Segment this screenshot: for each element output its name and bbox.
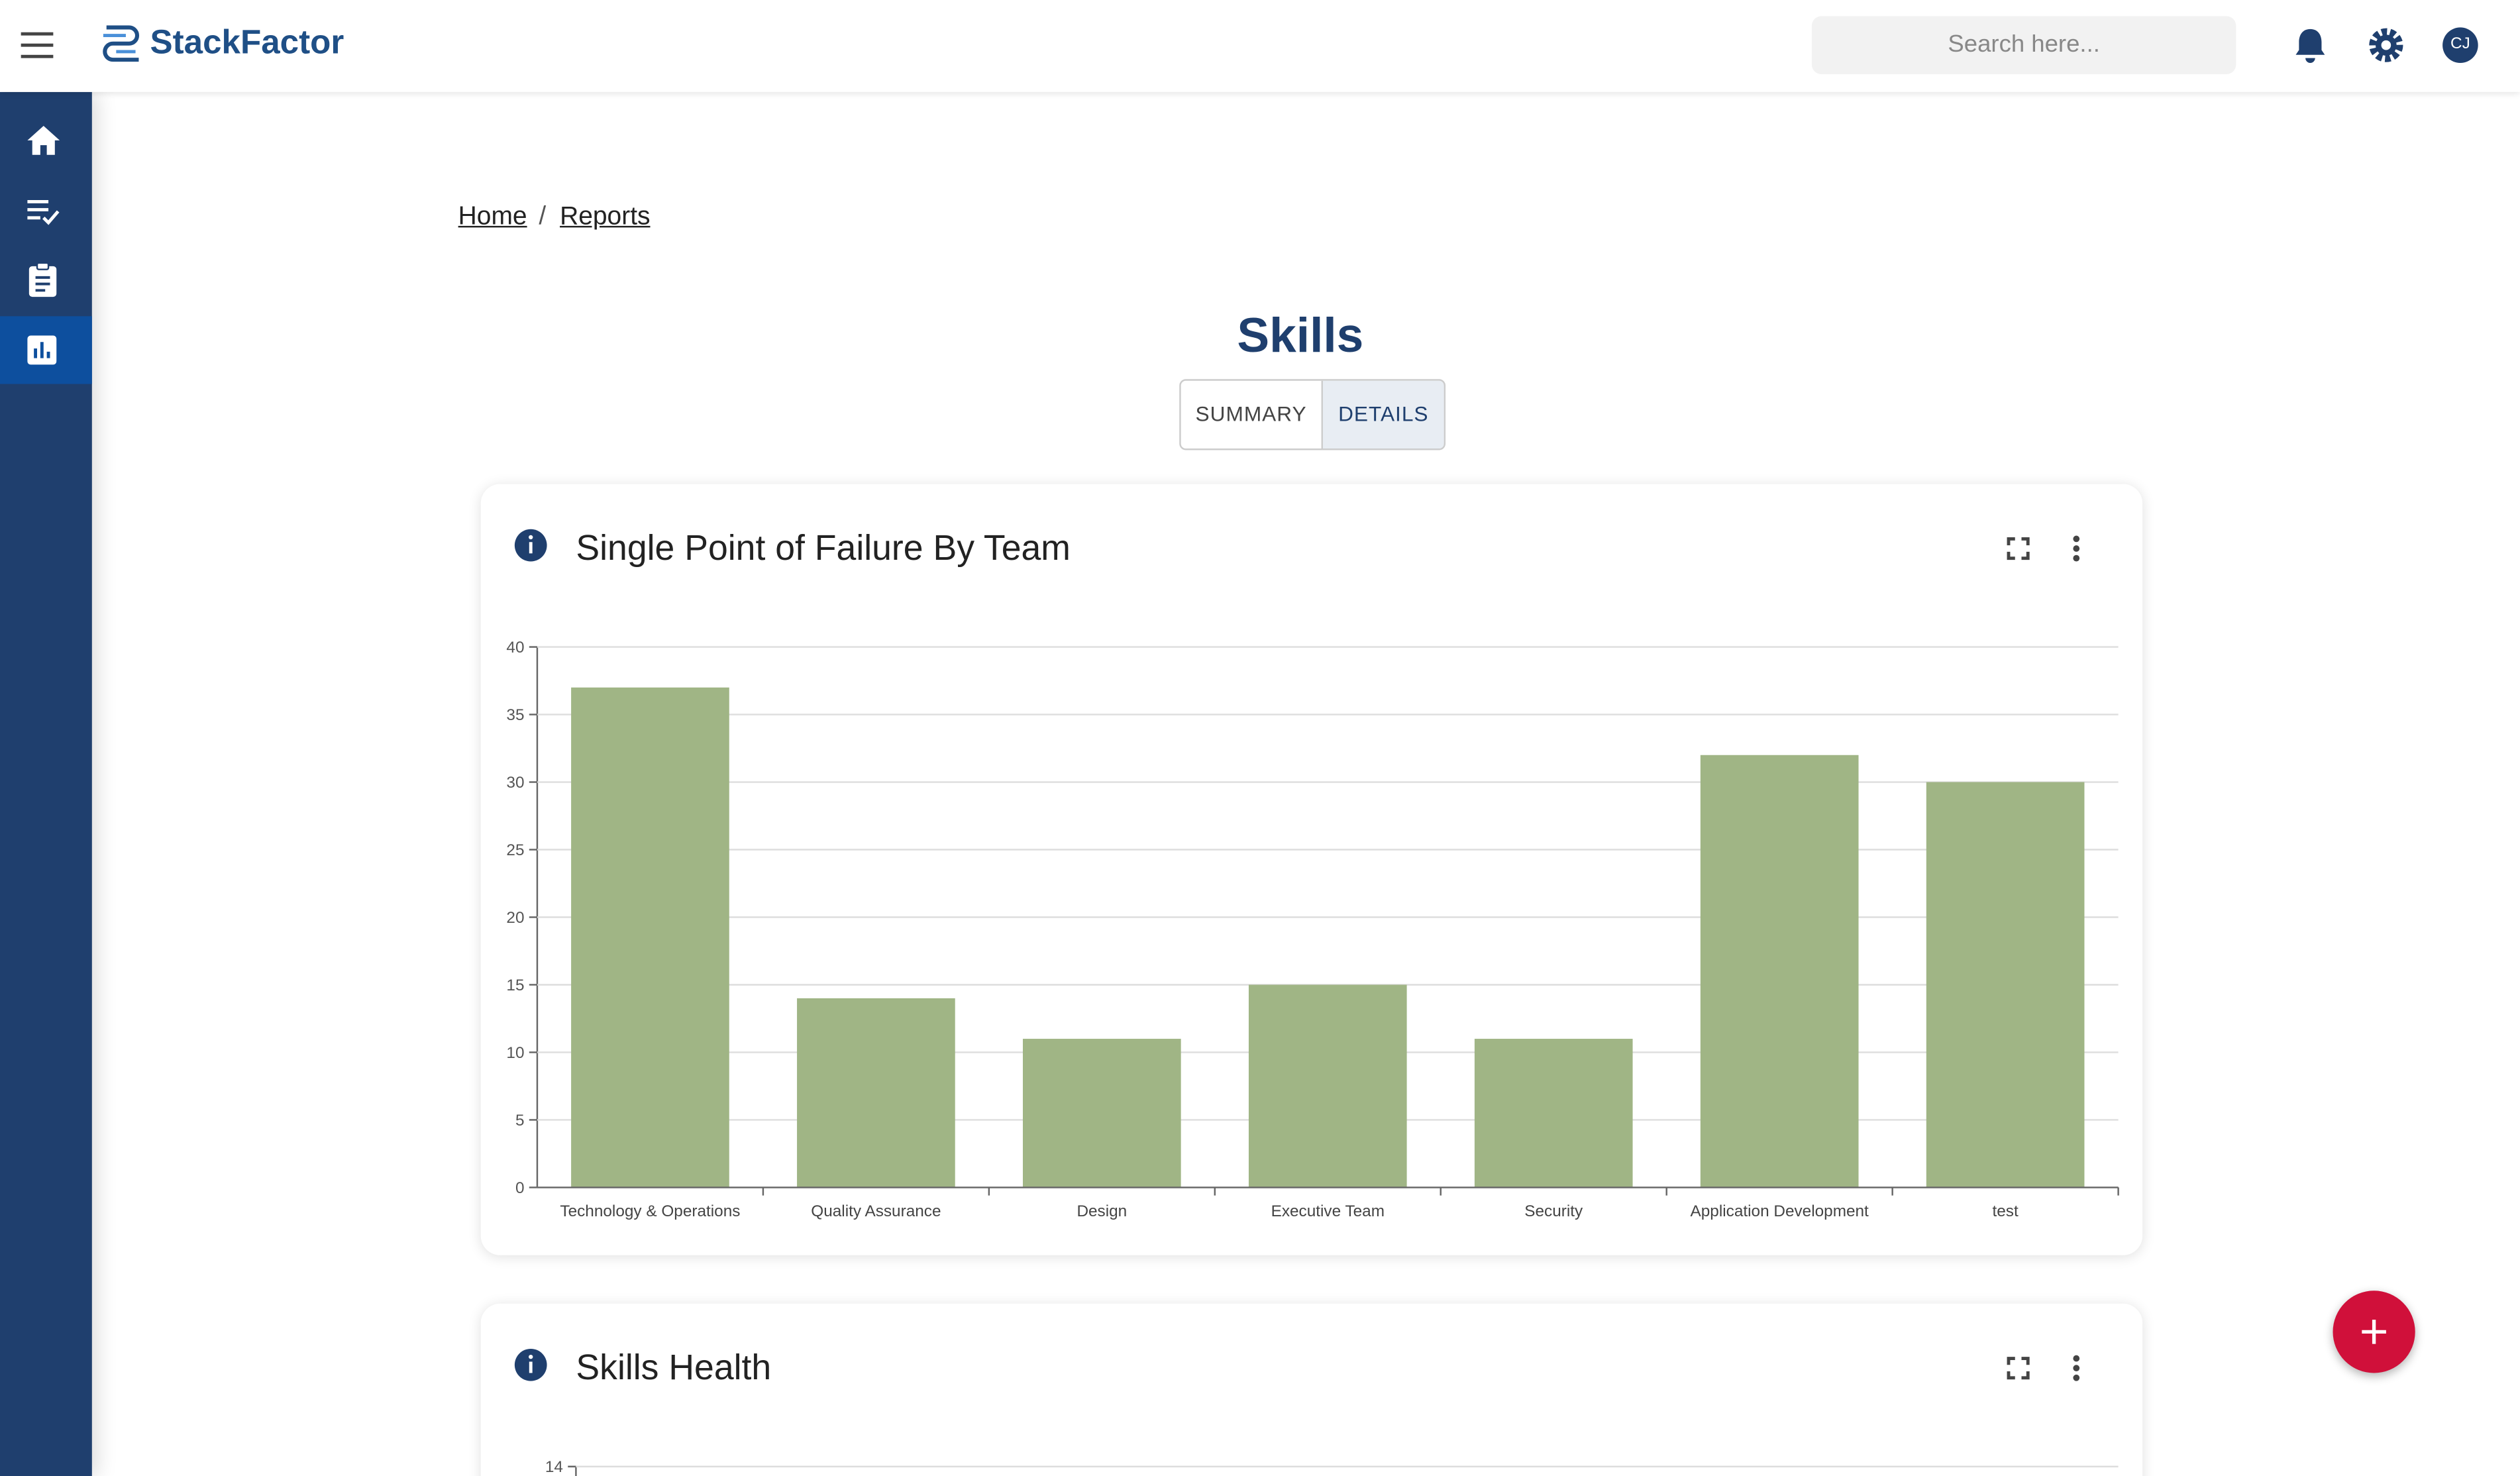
bar: [1700, 755, 1859, 1188]
x-tick-label: Executive Team: [1271, 1202, 1385, 1220]
bar: [1023, 1039, 1181, 1188]
page-title: Skills: [1237, 309, 1364, 363]
tab-group: SUMMARY DETAILS: [1179, 379, 1446, 450]
card-icons: [514, 529, 2080, 1381]
add-button[interactable]: [2333, 1291, 2415, 1373]
bar: [1248, 984, 1407, 1188]
nav-reports[interactable]: [26, 334, 58, 366]
x-tick-label: Security: [1524, 1202, 1583, 1220]
nav-tasks[interactable]: [25, 195, 63, 228]
breadcrumb-link[interactable]: Reports: [560, 203, 651, 231]
x-tick-label: Application Development: [1691, 1202, 1869, 1220]
bar: [1474, 1039, 1633, 1188]
breadcrumb-separator: /: [539, 203, 547, 231]
x-tick-label: Design: [1076, 1202, 1127, 1220]
x-tick-label: test: [1993, 1202, 2019, 1220]
menu-button[interactable]: [19, 29, 55, 62]
y-tick-label: 10: [506, 1044, 524, 1062]
logo[interactable]: StackFactor: [150, 24, 344, 62]
tab[interactable]: SUMMARY: [1181, 380, 1323, 449]
settings-button[interactable]: [2367, 26, 2405, 64]
y-tick-label: 15: [506, 976, 524, 994]
tab-selected[interactable]: DETAILS: [1322, 380, 1444, 449]
fullscreen-button[interactable]: [2007, 537, 2030, 560]
breadcrumb-link[interactable]: Home: [458, 203, 527, 231]
nav-home[interactable]: [25, 123, 63, 158]
avatar[interactable]: CJ: [2442, 27, 2478, 63]
x-tick-label: Quality Assurance: [811, 1202, 941, 1220]
x-tick-label: Technology & Operations: [560, 1202, 740, 1220]
sidebar: [0, 91, 92, 1476]
bar: [797, 998, 955, 1188]
y-tick-label: 40: [506, 639, 524, 657]
bar: [1926, 782, 2085, 1188]
more-button[interactable]: [2073, 535, 2080, 562]
card-title: Skills Health: [576, 1347, 772, 1388]
y-tick-label: 25: [506, 841, 524, 859]
logo-icon: [103, 25, 140, 62]
y-tick-label: 0: [515, 1179, 525, 1197]
chart-card: [480, 1303, 2143, 1476]
nav-assignments[interactable]: [25, 260, 63, 298]
card-title: Single Point of Failure By Team: [576, 527, 1071, 568]
notifications-button[interactable]: [2293, 26, 2329, 64]
more-button[interactable]: [2073, 1355, 2080, 1381]
top-bar: StackFactor Search here... CJ: [0, 0, 2520, 92]
y-tick-label: 20: [506, 909, 524, 927]
y-tick-label: 35: [506, 706, 524, 724]
fullscreen-button[interactable]: [2007, 1357, 2030, 1380]
y-tick-label: 30: [506, 774, 524, 792]
bar: [571, 687, 729, 1188]
nav-reports-active[interactable]: [0, 316, 92, 384]
add-icon: [2362, 1320, 2386, 1344]
search-box[interactable]: Search here...: [1811, 16, 2236, 75]
y-tick-label: 14: [545, 1458, 563, 1476]
y-tick-label: 5: [515, 1112, 525, 1130]
